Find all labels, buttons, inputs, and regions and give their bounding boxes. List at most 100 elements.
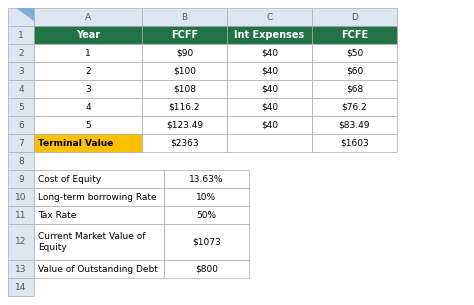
Text: C: C <box>266 13 273 21</box>
Bar <box>8 206 34 224</box>
Bar <box>142 44 227 62</box>
Text: $800: $800 <box>195 264 218 274</box>
Bar <box>34 206 164 224</box>
Polygon shape <box>16 8 34 21</box>
Text: $90: $90 <box>176 48 193 58</box>
Text: 1: 1 <box>85 48 91 58</box>
Text: 4: 4 <box>18 84 24 94</box>
Bar <box>8 8 34 26</box>
Bar <box>8 44 34 62</box>
Text: $40: $40 <box>261 102 278 112</box>
Bar <box>34 134 142 152</box>
Bar <box>142 80 227 98</box>
Text: 2: 2 <box>85 66 91 76</box>
Text: 8: 8 <box>18 156 24 166</box>
Text: Int Expenses: Int Expenses <box>234 30 305 40</box>
Bar <box>8 188 34 206</box>
Text: $50: $50 <box>346 48 363 58</box>
Bar <box>312 44 397 62</box>
Bar <box>164 260 249 278</box>
Text: 10: 10 <box>15 192 27 202</box>
Bar <box>34 260 164 278</box>
Bar <box>227 26 312 44</box>
Text: $2363: $2363 <box>170 138 199 148</box>
Bar <box>34 116 142 134</box>
Bar <box>142 62 227 80</box>
Bar <box>312 98 397 116</box>
Bar <box>34 44 142 62</box>
Text: $76.2: $76.2 <box>342 102 367 112</box>
Bar <box>8 26 34 44</box>
Text: $40: $40 <box>261 84 278 94</box>
Bar <box>312 62 397 80</box>
Bar <box>34 224 164 260</box>
Bar <box>312 26 397 44</box>
Text: FCFE: FCFE <box>341 30 368 40</box>
Bar <box>142 8 227 26</box>
Text: B: B <box>182 13 188 21</box>
Text: Tax Rate: Tax Rate <box>38 210 76 220</box>
Bar <box>312 134 397 152</box>
Text: Long-term borrowing Rate: Long-term borrowing Rate <box>38 192 156 202</box>
Text: Year: Year <box>76 30 100 40</box>
Bar <box>227 80 312 98</box>
Text: 11: 11 <box>15 210 27 220</box>
Text: Terminal Value: Terminal Value <box>38 138 113 148</box>
Text: 50%: 50% <box>196 210 217 220</box>
Bar <box>34 80 142 98</box>
Text: 3: 3 <box>18 66 24 76</box>
Text: 13.63%: 13.63% <box>189 174 224 184</box>
Bar <box>164 224 249 260</box>
Bar <box>312 80 397 98</box>
Text: Value of Outstanding Debt: Value of Outstanding Debt <box>38 264 158 274</box>
Bar <box>227 98 312 116</box>
Bar <box>164 188 249 206</box>
Bar <box>34 152 397 170</box>
Text: 5: 5 <box>85 120 91 130</box>
Text: FCFF: FCFF <box>171 30 198 40</box>
Text: A: A <box>85 13 91 21</box>
Bar <box>164 206 249 224</box>
Bar <box>227 8 312 26</box>
Bar <box>227 44 312 62</box>
Text: $116.2: $116.2 <box>169 102 200 112</box>
Bar <box>34 98 142 116</box>
Text: $108: $108 <box>173 84 196 94</box>
Text: $40: $40 <box>261 120 278 130</box>
Text: $123.49: $123.49 <box>166 120 203 130</box>
Bar <box>227 134 312 152</box>
Text: 3: 3 <box>85 84 91 94</box>
Text: $1603: $1603 <box>340 138 369 148</box>
Text: $40: $40 <box>261 66 278 76</box>
Bar <box>227 62 312 80</box>
Bar <box>8 260 34 278</box>
Bar <box>34 62 142 80</box>
Text: Current Market Value of
Equity: Current Market Value of Equity <box>38 232 146 252</box>
Text: $40: $40 <box>261 48 278 58</box>
Bar <box>8 80 34 98</box>
Bar <box>8 134 34 152</box>
Bar <box>142 26 227 44</box>
Bar <box>164 170 249 188</box>
Text: $1073: $1073 <box>192 238 221 246</box>
Text: $100: $100 <box>173 66 196 76</box>
Bar <box>8 152 34 170</box>
Bar <box>142 134 227 152</box>
Bar <box>8 116 34 134</box>
Bar <box>8 62 34 80</box>
Bar <box>227 116 312 134</box>
Bar <box>8 98 34 116</box>
Bar <box>142 98 227 116</box>
Text: 2: 2 <box>18 48 24 58</box>
Text: $83.49: $83.49 <box>339 120 370 130</box>
Bar <box>34 170 164 188</box>
Bar <box>142 116 227 134</box>
Text: 5: 5 <box>18 102 24 112</box>
Text: 12: 12 <box>15 238 27 246</box>
Bar <box>34 188 164 206</box>
Bar <box>8 224 34 260</box>
Text: 9: 9 <box>18 174 24 184</box>
Text: 10%: 10% <box>196 192 217 202</box>
Bar <box>8 278 34 296</box>
Text: 7: 7 <box>18 138 24 148</box>
